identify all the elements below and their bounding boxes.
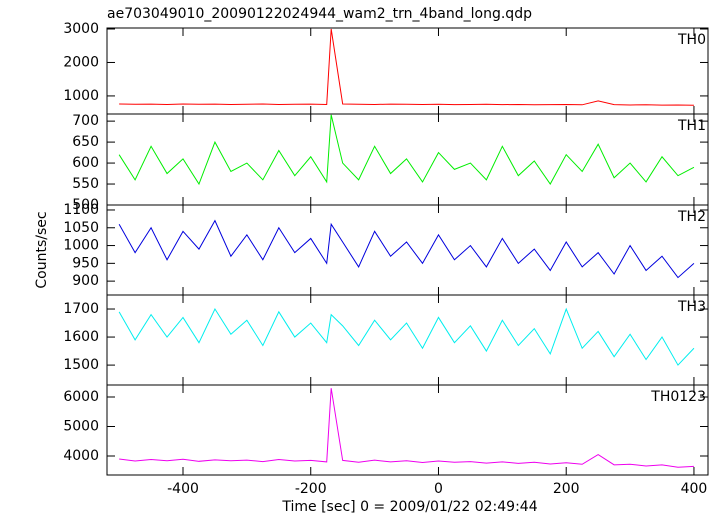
panel-label: TH3 — [677, 299, 706, 315]
y-tick-label: 700 — [72, 113, 99, 129]
y-tick-label: 1000 — [63, 88, 99, 104]
panel-label: TH0 — [677, 32, 706, 48]
panel-label: TH2 — [677, 209, 706, 225]
y-tick-label: 600 — [72, 155, 99, 171]
y-tick-label: 1700 — [63, 301, 99, 317]
y-tick-label: 500 — [72, 197, 99, 213]
x-axis-label: Time [sec] 0 = 2009/01/22 02:49:44 — [281, 499, 537, 515]
data-line — [118, 307, 695, 366]
y-tick-label: 950 — [72, 255, 99, 271]
y-tick-label: 1100 — [63, 202, 99, 218]
panel-frame — [106, 204, 709, 296]
x-tick-label: 0 — [434, 481, 443, 497]
x-tick-label: 400 — [681, 481, 708, 497]
x-tick-label: -400 — [167, 481, 199, 497]
y-tick-label: 3000 — [63, 21, 99, 37]
panel-frame — [106, 27, 709, 115]
y-tick-label: 2000 — [63, 54, 99, 70]
x-tick-label: 200 — [553, 481, 580, 497]
y-tick-label: 6000 — [63, 389, 99, 405]
data-line — [118, 219, 695, 279]
y-tick-label: 4000 — [63, 448, 99, 464]
panel-label: TH1 — [677, 118, 706, 134]
data-line — [119, 28, 694, 106]
data-line — [118, 114, 695, 186]
y-tick-label: 5000 — [63, 419, 99, 435]
panel-frame — [106, 384, 709, 476]
y-tick-label: 1500 — [63, 357, 99, 373]
y-axis-label: Counts/sec — [34, 211, 50, 288]
data-line — [119, 388, 694, 468]
y-tick-label: 650 — [72, 134, 99, 150]
y-tick-label: 900 — [72, 273, 99, 289]
panel-label: TH0123 — [650, 389, 706, 405]
y-tick-label: 1600 — [63, 329, 99, 345]
y-tick-label: 1050 — [63, 220, 99, 236]
y-tick-label: 1000 — [63, 238, 99, 254]
chart-title: ae703049010_20090122024944_wam2_trn_4ban… — [107, 6, 532, 22]
y-tick-label: 550 — [72, 176, 99, 192]
x-tick-label: -200 — [295, 481, 327, 497]
